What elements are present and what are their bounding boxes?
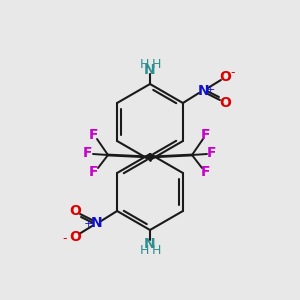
- Text: O: O: [69, 204, 81, 218]
- Text: +: +: [206, 85, 216, 95]
- Text: H: H: [139, 244, 149, 256]
- Text: +: +: [83, 219, 93, 229]
- Text: -: -: [231, 67, 235, 80]
- Text: H: H: [139, 58, 149, 70]
- Text: O: O: [219, 70, 231, 84]
- Text: O: O: [69, 230, 81, 244]
- Text: F: F: [83, 146, 93, 160]
- Text: F: F: [201, 128, 211, 142]
- Text: F: F: [89, 165, 99, 179]
- Text: F: F: [201, 165, 211, 179]
- Text: F: F: [207, 146, 217, 160]
- Text: -: -: [63, 232, 67, 245]
- Text: N: N: [90, 216, 102, 230]
- Text: F: F: [89, 128, 99, 142]
- Text: N: N: [144, 237, 156, 251]
- Text: N: N: [198, 84, 210, 98]
- Text: N: N: [144, 63, 156, 77]
- Text: H: H: [151, 244, 161, 256]
- Text: H: H: [151, 58, 161, 70]
- Text: O: O: [219, 96, 231, 110]
